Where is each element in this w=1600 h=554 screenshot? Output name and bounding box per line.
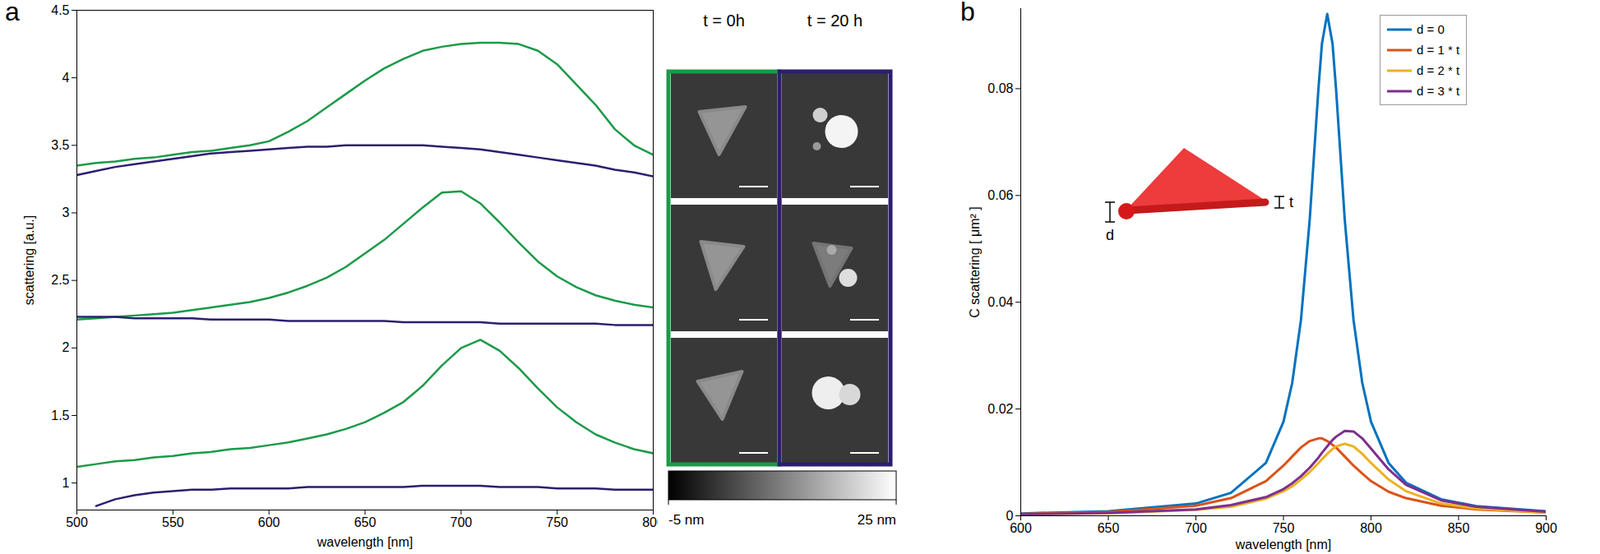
- svg-text:3.5: 3.5: [50, 138, 70, 153]
- svg-text:25 nm: 25 nm: [857, 512, 897, 528]
- svg-text:750: 750: [1272, 521, 1295, 536]
- svg-text:600: 600: [1009, 521, 1032, 536]
- svg-text:750: 750: [545, 515, 569, 530]
- html-text:d = 0: d = 0: [1416, 22, 1445, 37]
- svg-text:850: 850: [1447, 521, 1471, 536]
- svg-text:0.04: 0.04: [987, 295, 1013, 310]
- svg-text:d: d: [1105, 226, 1115, 244]
- svg-text:800: 800: [1359, 521, 1383, 536]
- svg-text:600: 600: [258, 515, 281, 530]
- svg-text:500: 500: [65, 515, 88, 530]
- svg-text:0.06: 0.06: [987, 188, 1013, 203]
- svg-text:wavelength [nm]: wavelength [nm]: [1234, 537, 1332, 552]
- svg-text:t = 20 h: t = 20 h: [807, 11, 863, 30]
- svg-text:t: t: [1289, 194, 1294, 211]
- svg-text:650: 650: [354, 515, 377, 530]
- svg-text:550: 550: [161, 515, 185, 530]
- svg-text:0: 0: [1006, 508, 1014, 523]
- svg-text:2.5: 2.5: [50, 272, 70, 287]
- svg-text:0.02: 0.02: [987, 402, 1013, 417]
- svg-text:C scattering [ μm² ]: C scattering [ μm² ]: [967, 206, 982, 318]
- svg-text:2: 2: [62, 340, 70, 355]
- svg-text:wavelength [nm]: wavelength [nm]: [316, 535, 414, 550]
- svg-text:1.5: 1.5: [50, 408, 70, 423]
- svg-text:700: 700: [1184, 521, 1207, 536]
- svg-text:0.08: 0.08: [987, 81, 1013, 96]
- svg-text:3: 3: [62, 205, 70, 220]
- svg-text:t = 0h: t = 0h: [702, 11, 745, 30]
- svg-text:1: 1: [62, 476, 70, 491]
- svg-text:650: 650: [1097, 521, 1120, 536]
- svg-text:scattering [a.u.]: scattering [a.u.]: [22, 215, 37, 306]
- svg-text:4: 4: [62, 70, 70, 85]
- svg-text:4.5: 4.5: [50, 3, 70, 18]
- html-text:d = 1 * t: d = 1 * t: [1416, 42, 1460, 57]
- html-text:d = 2 * t: d = 2 * t: [1416, 63, 1460, 78]
- svg-text:700: 700: [449, 515, 472, 530]
- svg-text:900: 900: [1535, 521, 1558, 536]
- html-text:d = 3 * t: d = 3 * t: [1416, 83, 1460, 98]
- svg-text:-5 nm: -5 nm: [668, 512, 704, 528]
- svg-text:800: 800: [642, 515, 658, 530]
